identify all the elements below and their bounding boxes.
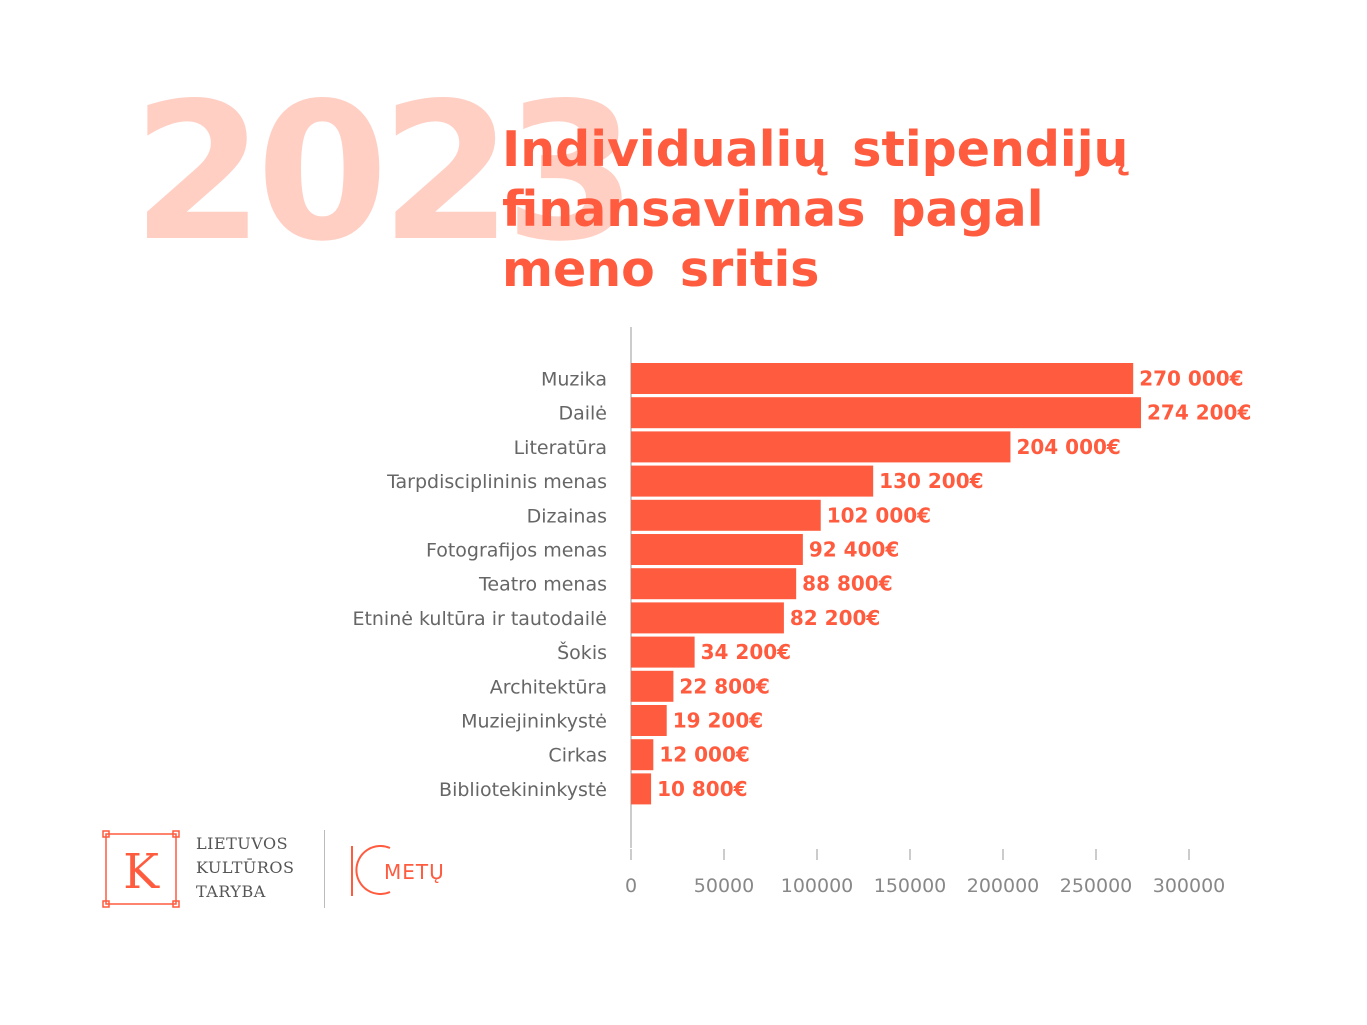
- year-heading: 2023: [132, 62, 637, 283]
- value-label-10: 19 200€: [673, 709, 763, 733]
- value-label-5: 92 400€: [809, 538, 899, 562]
- bar-0: [631, 363, 1134, 394]
- value-label-7: 82 200€: [790, 606, 880, 630]
- ltk-logo: K LIETUVOS KULTŪROS TARYBA METŲ: [102, 830, 462, 910]
- category-label-10: Muziejininkystė: [461, 711, 607, 733]
- category-label-3: Tarpdisciplininis menas: [386, 471, 607, 493]
- category-label-0: Muzika: [541, 369, 607, 391]
- value-label-3: 130 200€: [879, 469, 983, 493]
- category-label-6: Teatro menas: [478, 574, 607, 596]
- bar-7: [631, 602, 784, 634]
- title-line-2: finansavimas pagal: [502, 181, 1044, 238]
- category-label-8: Šokis: [557, 640, 607, 664]
- ten-years-icon: [351, 845, 391, 896]
- category-label-12: Bibliotekininkystė: [439, 779, 607, 801]
- logo-text: LIETUVOS KULTŪROS TARYBA: [196, 832, 294, 904]
- category-label-11: Cirkas: [548, 745, 607, 767]
- value-label-4: 102 000€: [827, 503, 931, 527]
- logo-divider: [324, 830, 325, 908]
- category-label-7: Etninė kultūra ir tautodailė: [352, 608, 607, 630]
- x-tick-label-2: 100000: [781, 875, 854, 897]
- value-label-2: 204 000€: [1016, 435, 1120, 459]
- category-label-2: Literatūra: [514, 437, 607, 459]
- anniversary-label: METŲ: [384, 860, 445, 884]
- x-tick-label-6: 300000: [1153, 875, 1226, 897]
- x-tick-label-5: 250000: [1060, 875, 1133, 897]
- k-frame-icon: K: [102, 830, 180, 908]
- chart-title: Individualių stipendijų finansavimas pag…: [502, 120, 1262, 300]
- bar-5: [631, 534, 803, 565]
- bar-11: [631, 739, 654, 771]
- value-label-11: 12 000€: [659, 743, 749, 767]
- bar-8: [631, 636, 695, 668]
- value-label-12: 10 800€: [657, 777, 747, 801]
- bar-6: [631, 568, 797, 600]
- bar-4: [631, 499, 821, 531]
- bar-1: [631, 397, 1142, 429]
- x-tick-label-4: 200000: [967, 875, 1040, 897]
- logo-line-1: LIETUVOS: [196, 834, 289, 853]
- title-line-3: meno sritis: [502, 241, 820, 298]
- value-label-1: 274 200€: [1147, 401, 1251, 425]
- value-label-6: 88 800€: [802, 572, 892, 596]
- category-label-1: Dailė: [558, 403, 607, 425]
- bar-2: [631, 431, 1011, 463]
- category-label-4: Dizainas: [527, 505, 607, 527]
- logo-letter: K: [123, 844, 160, 900]
- category-label-5: Fotografijos menas: [426, 540, 607, 562]
- category-label-9: Architektūra: [490, 676, 607, 698]
- value-label-8: 34 200€: [701, 640, 791, 664]
- bar-10: [631, 705, 667, 736]
- logo-line-3: TARYBA: [196, 882, 266, 901]
- logo-line-2: KULTŪROS: [196, 858, 295, 877]
- value-label-0: 270 000€: [1139, 367, 1243, 391]
- x-tick-label-1: 50000: [694, 875, 754, 897]
- bar-12: [631, 773, 652, 805]
- title-line-1: Individualių stipendijų: [502, 121, 1129, 178]
- bar-3: [631, 465, 874, 497]
- value-label-9: 22 800€: [679, 674, 769, 698]
- x-tick-label-3: 150000: [874, 875, 947, 897]
- x-tick-label-0: 0: [625, 875, 637, 897]
- bar-9: [631, 670, 674, 702]
